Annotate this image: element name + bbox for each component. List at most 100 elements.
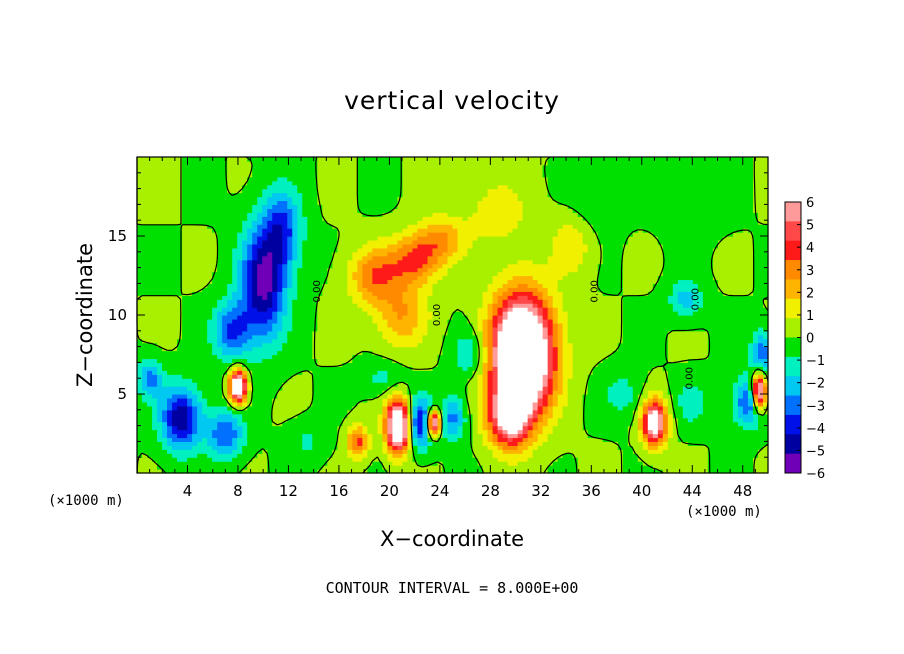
field-cell: [277, 342, 283, 348]
field-cell: [147, 409, 153, 415]
field-cell: [502, 457, 509, 462]
field-cell: [232, 334, 238, 340]
field-cell: [752, 358, 759, 363]
field-cell: [622, 437, 629, 442]
field-cell: [447, 397, 454, 403]
field-cell: [162, 322, 168, 328]
field-cell: [327, 465, 333, 470]
field-cell: [737, 382, 744, 387]
field-cell: [217, 382, 223, 387]
field-cell: [287, 366, 293, 371]
field-cell: [542, 453, 549, 458]
field-cell: [567, 362, 574, 367]
field-cell: [537, 315, 544, 320]
field-cell: [142, 342, 148, 348]
field-cell: [227, 409, 233, 415]
field-cell: [407, 318, 414, 324]
field-cell: [472, 350, 479, 356]
field-cell: [337, 421, 343, 427]
field-cell: [647, 378, 654, 383]
field-cell: [272, 370, 278, 375]
field-cell: [487, 370, 494, 375]
field-cell: [277, 370, 283, 375]
field-cell: [162, 370, 168, 375]
field-cell: [572, 417, 579, 423]
field-cell: [617, 453, 624, 458]
field-cell: [692, 461, 699, 466]
field-cell: [697, 362, 704, 367]
field-cell: [517, 342, 524, 348]
field-cell: [392, 397, 399, 403]
field-cell: [272, 338, 278, 344]
field-cell: [197, 429, 203, 435]
field-cell: [447, 453, 454, 458]
field-cell: [347, 315, 353, 320]
field-cell: [172, 338, 178, 344]
field-cell: [457, 354, 464, 360]
field-cell: [322, 318, 328, 324]
field-cell: [637, 409, 644, 415]
field-cell: [482, 378, 489, 383]
field-cell: [187, 397, 193, 403]
field-cell: [617, 409, 624, 415]
field-cell: [497, 394, 504, 399]
field-cell: [592, 441, 599, 446]
field-cell: [612, 469, 619, 474]
field-cell: [352, 370, 358, 375]
field-cell: [597, 449, 604, 454]
field-cell: [492, 374, 499, 379]
field-cell: [502, 437, 509, 442]
field-cell: [377, 346, 383, 352]
field-cell: [237, 315, 243, 320]
field-cell: [697, 370, 704, 375]
field-cell: [157, 417, 163, 423]
field-cell: [412, 433, 419, 439]
field-cell: [527, 378, 534, 383]
field-cell: [762, 445, 769, 450]
field-cell: [167, 382, 173, 387]
field-cell: [172, 453, 178, 458]
field-cell: [552, 326, 559, 332]
field-cell: [567, 461, 574, 466]
field-cell: [212, 382, 218, 387]
field-cell: [487, 425, 494, 431]
field-cell: [747, 465, 754, 470]
field-cell: [622, 429, 629, 435]
field-cell: [197, 315, 203, 320]
field-cell: [422, 405, 429, 411]
field-cell: [152, 469, 158, 474]
field-cell: [197, 330, 203, 336]
field-cell: [182, 425, 188, 431]
field-cell: [417, 421, 424, 427]
field-cell: [707, 378, 714, 383]
field-cell: [697, 390, 704, 395]
field-cell: [507, 386, 514, 391]
field-cell: [662, 386, 669, 391]
field-cell: [292, 465, 298, 470]
field-cell: [752, 433, 759, 439]
field-cell: [412, 322, 419, 328]
field-cell: [507, 366, 514, 371]
field-cell: [262, 350, 268, 356]
field-cell: [232, 346, 238, 352]
field-cell: [507, 358, 514, 363]
field-cell: [727, 338, 734, 344]
field-cell: [142, 405, 148, 411]
field-cell: [572, 394, 579, 399]
field-cell: [187, 386, 193, 391]
field-cell: [157, 386, 163, 391]
field-cell: [262, 346, 268, 352]
field-cell: [747, 386, 754, 391]
field-cell: [377, 429, 383, 435]
field-cell: [417, 449, 424, 454]
field-cell: [462, 366, 469, 371]
field-cell: [497, 318, 504, 324]
field-cell: [327, 366, 333, 371]
field-cell: [372, 374, 378, 379]
field-cell: [402, 378, 409, 383]
field-cell: [342, 330, 348, 336]
field-cell: [187, 370, 193, 375]
field-cell: [397, 433, 404, 439]
field-cell: [372, 441, 378, 446]
field-cell: [347, 445, 353, 450]
